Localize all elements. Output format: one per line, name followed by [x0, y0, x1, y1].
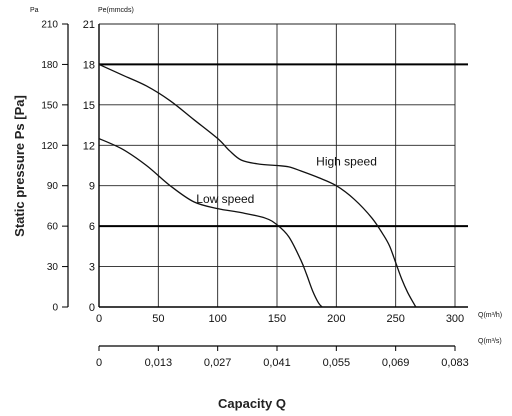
y-outer-tick-label: 60: [47, 222, 59, 233]
plot-axes: [62, 23, 468, 308]
x-primary-tick-label: 150: [268, 313, 286, 325]
x-secondary-axis: 0 0,013 0,027 0,041 0,055 0,069 0,083: [96, 345, 469, 369]
x-primary-tick-label: 300: [446, 313, 464, 325]
y-inner-tick-label: 12: [83, 140, 95, 152]
x-primary-tick-label: 50: [152, 313, 164, 325]
x-secondary-tick-label: 0,041: [263, 357, 291, 369]
y-inner-tick-label: 18: [83, 59, 95, 71]
annotation-low-speed: Low speed: [196, 192, 254, 206]
y-inner-tick-label: 21: [83, 19, 95, 31]
y-outer-tick-label: 0: [52, 303, 58, 314]
x-primary-unit-label: Q(m³/h): [478, 312, 502, 319]
annotation-high-speed: High speed: [316, 155, 377, 169]
x-axis-title: Capacity Q: [218, 396, 286, 411]
series-line-low-speed: [98, 137, 323, 308]
y-inner-unit-label: Pe(mmcds): [98, 7, 134, 14]
y-outer-tick-labels: 0 30 60 90 120 150 180 210: [41, 20, 58, 314]
x-secondary-tick-label: 0,013: [145, 357, 173, 369]
y-outer-unit-label: Pa: [30, 7, 39, 14]
y-outer-tick-label: 210: [41, 20, 58, 31]
x-primary-tick-label: 100: [208, 313, 226, 325]
x-secondary-unit-label: Q(m³/s): [478, 338, 502, 345]
x-primary-tick-label: 200: [327, 313, 345, 325]
series-line-high-speed: [98, 63, 417, 308]
y-outer-tick-label: 180: [41, 60, 58, 71]
y-inner-tick-label: 6: [89, 221, 95, 233]
y-inner-tick-label: 15: [83, 100, 95, 112]
y-outer-tick-label: 30: [47, 262, 59, 273]
y-outer-tick-label: 150: [41, 100, 58, 111]
x-primary-tick-labels: 0 50 100 150 200 250 300: [96, 313, 464, 325]
y-outer-tick-label: 90: [47, 181, 59, 192]
x-secondary-tick-label: 0,055: [323, 357, 351, 369]
x-secondary-tick-label: 0,027: [204, 357, 232, 369]
x-secondary-tick-label: 0,083: [441, 357, 469, 369]
y-inner-tick-labels: 0 3 6 9 12 15 18 21: [83, 19, 95, 314]
y-inner-tick-label: 9: [89, 181, 95, 193]
y-axis-title: Static pressure Ps [Pa]: [12, 95, 27, 237]
reference-lines: [99, 63, 468, 228]
x-primary-tick-label: 250: [386, 313, 404, 325]
x-primary-tick-label: 0: [96, 313, 102, 325]
y-outer-tick-label: 120: [41, 141, 58, 152]
x-secondary-tick-label: 0: [96, 357, 102, 369]
series-lines: [98, 63, 417, 308]
y-inner-tick-label: 3: [89, 262, 95, 274]
x-secondary-tick-label: 0,069: [382, 357, 410, 369]
series-annotations: High speed Low speed: [196, 155, 377, 207]
y-inner-tick-label: 0: [89, 302, 95, 314]
